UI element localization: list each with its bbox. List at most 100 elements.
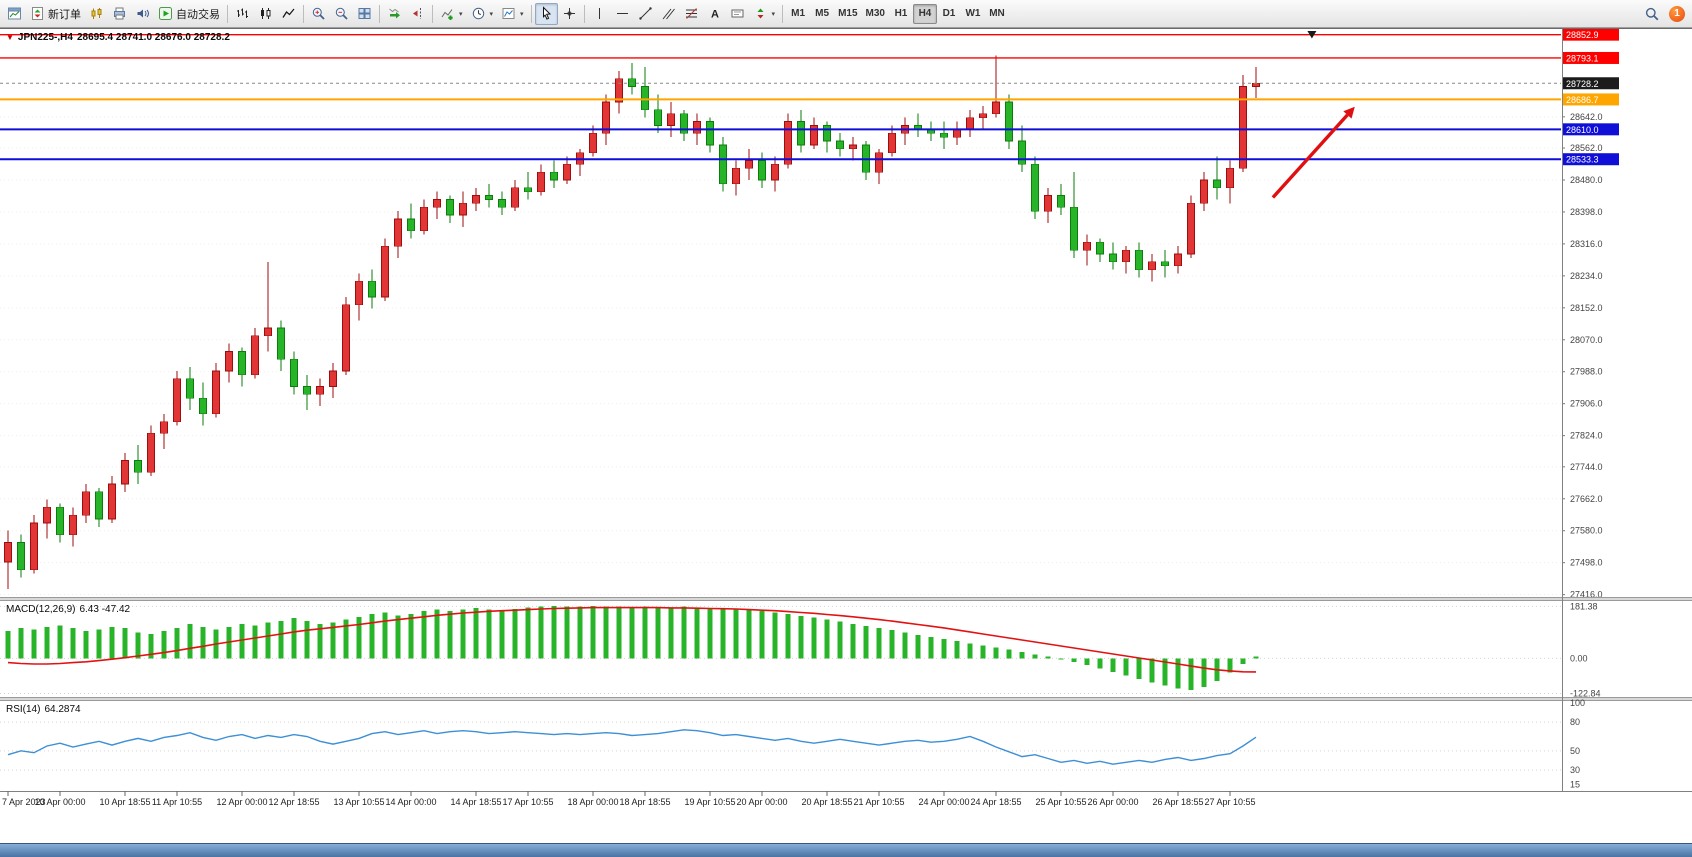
svg-text:28398.0: 28398.0 bbox=[1570, 207, 1603, 217]
svg-text:27662.0: 27662.0 bbox=[1570, 494, 1603, 504]
svg-text:-122.84: -122.84 bbox=[1570, 689, 1601, 699]
bar-chart-mode-button[interactable] bbox=[231, 3, 254, 25]
vertical-line-tool-button[interactable] bbox=[588, 3, 611, 25]
svg-text:19 Apr 10:55: 19 Apr 10:55 bbox=[684, 797, 735, 807]
svg-text:21 Apr 10:55: 21 Apr 10:55 bbox=[853, 797, 904, 807]
new-chart-button[interactable] bbox=[85, 3, 108, 25]
autotrading-button[interactable]: 自动交易 bbox=[154, 3, 224, 25]
arrows-tool-button[interactable]: ▾ bbox=[749, 3, 780, 25]
svg-text:28610.0: 28610.0 bbox=[1566, 125, 1599, 135]
channel-tool-button[interactable] bbox=[657, 3, 680, 25]
svg-text:27906.0: 27906.0 bbox=[1570, 399, 1603, 409]
svg-text:26 Apr 00:00: 26 Apr 00:00 bbox=[1087, 797, 1138, 807]
timeframe-h4-button[interactable]: H4 bbox=[912, 3, 937, 24]
crosshair-icon bbox=[563, 8, 575, 19]
trendline-tool-button[interactable] bbox=[634, 3, 657, 25]
pane-splitter[interactable] bbox=[0, 697, 1692, 701]
autotrading-label: 自动交易 bbox=[176, 8, 220, 21]
indicators-button[interactable]: ▾ bbox=[436, 3, 467, 25]
timeframe-m30-button[interactable]: M30 bbox=[862, 4, 889, 24]
indicators-icon bbox=[441, 9, 453, 20]
timeframe-m5-button[interactable]: M5 bbox=[810, 4, 834, 24]
crosshair-tool-button[interactable] bbox=[558, 3, 581, 25]
zoom-out-icon bbox=[335, 7, 348, 20]
svg-text:28533.3: 28533.3 bbox=[1566, 155, 1599, 165]
sound-icon bbox=[137, 9, 149, 18]
periods-button[interactable]: ▾ bbox=[467, 3, 498, 25]
chart-window-button[interactable] bbox=[3, 3, 26, 25]
svg-text:100: 100 bbox=[1570, 698, 1585, 708]
svg-text:27744.0: 27744.0 bbox=[1570, 462, 1603, 472]
notification-badge[interactable]: 1 bbox=[1669, 5, 1685, 22]
search-icon bbox=[1645, 7, 1659, 20]
auto-scroll-button[interactable] bbox=[383, 3, 406, 25]
svg-text:28642.0: 28642.0 bbox=[1570, 112, 1603, 122]
svg-text:28793.1: 28793.1 bbox=[1566, 53, 1599, 63]
zoom-out-button[interactable] bbox=[330, 3, 353, 25]
chart-shift-button[interactable] bbox=[406, 3, 429, 25]
timeframe-d1-button[interactable]: D1 bbox=[937, 4, 961, 24]
svg-text:27416.0: 27416.0 bbox=[1570, 590, 1603, 600]
cursor-tool-button[interactable] bbox=[534, 2, 558, 25]
new-order-button[interactable]: 新订单 bbox=[26, 3, 85, 25]
timeframe-w1-button[interactable]: W1 bbox=[961, 4, 985, 24]
svg-text:18 Apr 00:00: 18 Apr 00:00 bbox=[567, 797, 618, 807]
svg-text:20 Apr 18:55: 20 Apr 18:55 bbox=[801, 797, 852, 807]
svg-text:28316.0: 28316.0 bbox=[1570, 239, 1603, 249]
candlesticks bbox=[4, 55, 1260, 590]
chart-background bbox=[0, 28, 1692, 843]
chart-canvas[interactable]: 28642.0 28562.0 28480.0 28398.0 28316.0 28234… bbox=[0, 28, 1692, 843]
pane-splitter[interactable] bbox=[0, 597, 1692, 601]
chart-window-icon bbox=[8, 7, 21, 20]
hline-28533.3[interactable]: 28533.3 bbox=[0, 153, 1619, 166]
timeframe-h1-button[interactable]: H1 bbox=[889, 4, 913, 24]
hline-28610.0[interactable]: 28610.0 bbox=[0, 123, 1619, 136]
hline-28852.9[interactable]: 28852.9 bbox=[0, 28, 1619, 41]
svg-text:28070.0: 28070.0 bbox=[1570, 335, 1603, 345]
toolbar-separator bbox=[303, 4, 304, 23]
toolbar-separator bbox=[432, 4, 433, 23]
candlestick-mode-button[interactable] bbox=[254, 3, 277, 25]
timeframe-mn-button[interactable]: MN bbox=[985, 4, 1009, 24]
zoom-in-icon bbox=[312, 7, 325, 20]
dropdown-caret-icon: ▾ bbox=[520, 10, 524, 18]
bar-chart-icon bbox=[237, 8, 248, 18]
rsi-line bbox=[7, 729, 1257, 765]
text-tool-button[interactable]: A bbox=[703, 3, 726, 25]
dropdown-caret-icon: ▾ bbox=[771, 10, 776, 18]
svg-text:10 Apr 00:00: 10 Apr 00:00 bbox=[34, 797, 85, 807]
tile-windows-icon bbox=[358, 8, 371, 19]
svg-text:28686.7: 28686.7 bbox=[1566, 95, 1599, 105]
svg-text:27 Apr 10:55: 27 Apr 10:55 bbox=[1204, 797, 1255, 807]
templates-button[interactable]: ▾ bbox=[497, 3, 528, 25]
line-chart-mode-button[interactable] bbox=[277, 3, 300, 25]
zoom-in-button[interactable] bbox=[307, 3, 330, 25]
horizontal-line-tool-button[interactable] bbox=[611, 3, 634, 25]
svg-text:24 Apr 18:55: 24 Apr 18:55 bbox=[970, 797, 1021, 807]
text-tool-icon: A bbox=[711, 9, 719, 21]
search-button[interactable] bbox=[1640, 3, 1664, 25]
fibonacci-tool-button[interactable] bbox=[680, 3, 703, 25]
price-axis: 28642.0 28562.0 28480.0 28398.0 28316.0 28234… bbox=[0, 112, 1603, 600]
print-button[interactable] bbox=[108, 3, 131, 25]
candlestick-icon bbox=[261, 8, 271, 19]
rsi-pane: 100 80 50 30 15 bbox=[0, 698, 1585, 789]
new-chart-icon bbox=[91, 8, 102, 19]
svg-text:11 Apr 10:55: 11 Apr 10:55 bbox=[152, 797, 202, 807]
timeframe-m15-button[interactable]: M15 bbox=[834, 4, 861, 24]
svg-text:27498.0: 27498.0 bbox=[1570, 558, 1603, 568]
toolbar-right-group: 1 bbox=[1640, 3, 1689, 25]
clock-icon bbox=[472, 7, 484, 20]
hline-28793.1[interactable]: 28793.1 bbox=[0, 51, 1619, 64]
toolbar-separator bbox=[782, 4, 784, 23]
svg-text:14 Apr 18:55: 14 Apr 18:55 bbox=[450, 797, 501, 807]
trend-arrow[interactable] bbox=[1271, 106, 1355, 199]
tile-windows-button[interactable] bbox=[353, 3, 376, 25]
sound-button[interactable] bbox=[131, 3, 154, 25]
label-tool-button[interactable] bbox=[726, 3, 749, 25]
hline-28686.7[interactable]: 28686.7 bbox=[0, 93, 1619, 106]
svg-text:28234.0: 28234.0 bbox=[1570, 271, 1603, 281]
timeframe-m1-button[interactable]: M1 bbox=[786, 4, 810, 24]
svg-text:7 Apr 2023: 7 Apr 2023 bbox=[2, 797, 46, 807]
